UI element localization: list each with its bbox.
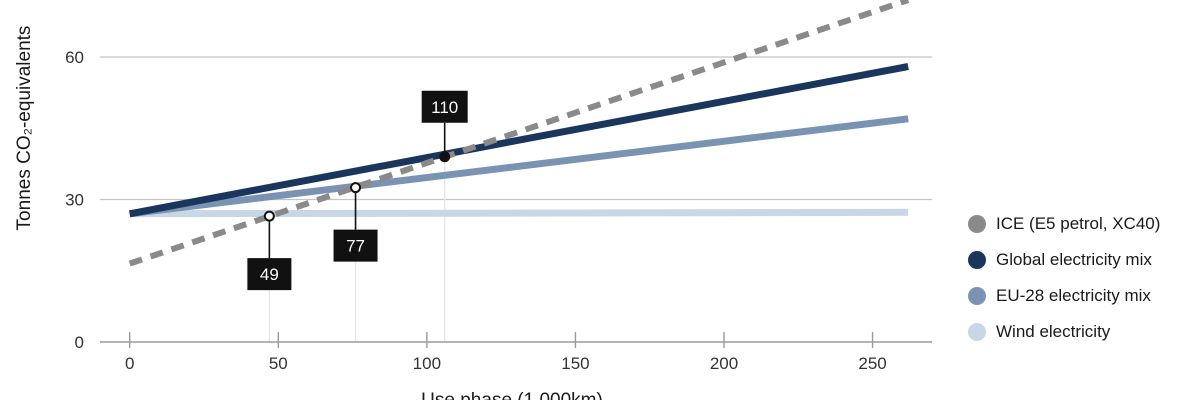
annotation-box [247,258,292,291]
series-line-eu-28-electricity-mix [129,115,909,218]
y-tick-label: 60 [65,48,84,67]
x-tick-label: 50 [269,354,288,373]
legend-swatch [968,287,986,305]
annotation-label: 110 [431,98,458,117]
annotation-marker [350,182,362,194]
annotation-marker [439,151,451,163]
x-tick-label: 200 [710,354,738,373]
annotation-box [333,229,378,262]
y-tick-label: 30 [65,191,84,210]
annotation-layer: 49 77 110 [247,90,468,291]
legend-swatch [968,251,986,269]
annotation-label: 77 [346,237,365,256]
series-line-wind-electricity [129,208,909,218]
legend-label: Global electricity mix [996,250,1152,269]
legend-item: ICE (E5 petrol, XC40) [968,214,1161,233]
x-tick-label: 150 [561,354,589,373]
legend-label: EU-28 electricity mix [996,286,1151,305]
series-layer [128,0,910,267]
series-line-global-electricity-mix [129,63,909,218]
x-tick-label: 250 [858,354,886,373]
legend-swatch [968,215,986,233]
x-tick-label: 100 [413,354,441,373]
annotation-marker [263,210,275,222]
legend-item: Wind electricity [968,322,1160,341]
legend-item: Global electricity mix [968,250,1160,269]
legend-label: ICE (E5 petrol, XC40) [996,214,1161,233]
y-tick-label: 0 [75,333,84,352]
annotation-label: 49 [260,265,279,284]
legend-item: EU-28 electricity mix [968,286,1160,305]
y-axis-title: Tonnes CO₂-equivalents [14,26,35,231]
legend-label: Wind electricity [996,322,1111,341]
legend: ICE (E5 petrol, XC40) Global electricity … [968,214,1161,359]
annotation-box [421,90,468,123]
legend-swatch [968,323,986,341]
x-tick-label: 0 [125,354,134,373]
x-axis-title: Use phase (1,000km) [421,390,603,400]
series-line-ice-e5-petrol-xc40 [128,0,910,267]
axis-layer: 0 30 60 0 50 100 150 200 250 [65,48,932,373]
